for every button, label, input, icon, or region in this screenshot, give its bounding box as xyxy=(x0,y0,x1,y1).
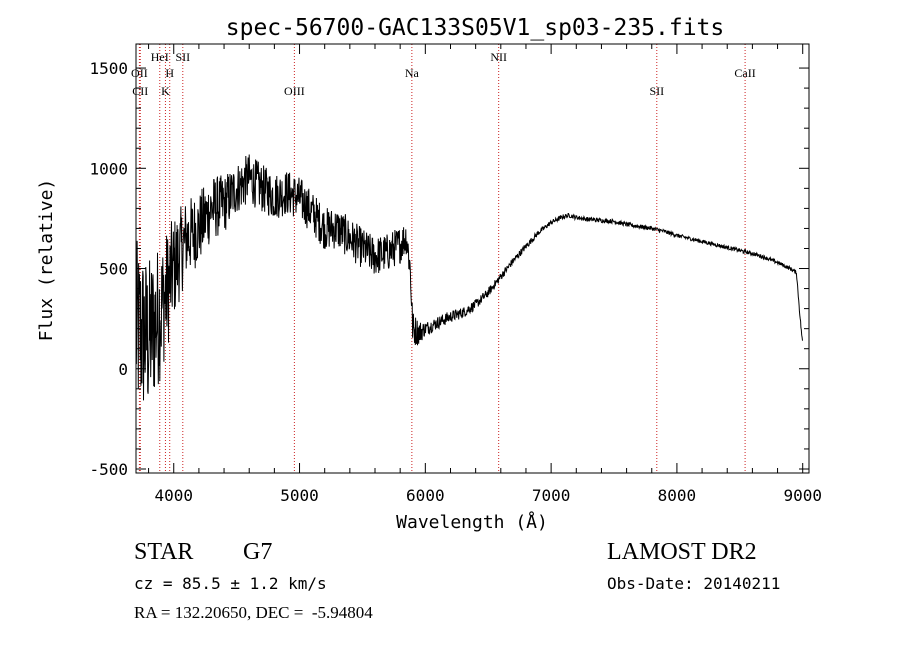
line-label-hei: HeI xyxy=(151,50,169,64)
line-label-caii: CaII xyxy=(734,66,755,80)
y-tick-label: 1500 xyxy=(89,59,128,78)
x-tick-label: 4000 xyxy=(154,486,193,505)
object-subclass: G7 xyxy=(243,539,273,565)
x-axis-label: Wavelength (Å) xyxy=(396,511,548,533)
x-tick-label: 6000 xyxy=(406,486,445,505)
axis-ticks: 4000 5000 6000 7000 8000 9000 -500 0 500 1000 1500 xyxy=(89,44,822,505)
emission-line-markers: OII CII HeI HK SII OIII Na NII SII CaII xyxy=(131,44,756,473)
object-class: STAR xyxy=(134,539,194,565)
y-tick-label: 1000 xyxy=(89,159,128,178)
y-tick-label: 0 xyxy=(118,360,128,379)
line-label-cii: CII xyxy=(132,84,148,98)
y-tick-label: 500 xyxy=(99,260,128,279)
y-tick-label: -500 xyxy=(89,460,128,479)
x-tick-label: 9000 xyxy=(783,486,822,505)
ra-dec-readout: RA = 132.20650, DEC = -5.94804 xyxy=(134,603,373,622)
line-label-h: H xyxy=(165,66,174,80)
line-label-oiii: OIII xyxy=(284,84,305,98)
y-axis-label: Flux (relative) xyxy=(36,179,57,342)
plot-frame xyxy=(135,43,810,474)
spectrum-series xyxy=(135,154,803,401)
x-tick-label: 5000 xyxy=(280,486,319,505)
obs-date: Obs-Date: 20140211 xyxy=(607,574,781,593)
line-label-nii: NII xyxy=(490,50,507,64)
chart-title: spec-56700-GAC133S05V1_sp03-235.fits xyxy=(226,15,725,41)
line-label-na: Na xyxy=(405,66,420,80)
redshift-readout: cz = 85.5 ± 1.2 km/s xyxy=(134,574,327,593)
line-label-sii: SII xyxy=(649,84,664,98)
line-label-oii: OII xyxy=(131,66,148,80)
x-tick-label: 7000 xyxy=(532,486,571,505)
survey-label: LAMOST DR2 xyxy=(607,539,757,565)
x-tick-label: 8000 xyxy=(658,486,697,505)
line-label-k: K xyxy=(161,84,170,98)
line-label-sii: SII xyxy=(175,50,190,64)
